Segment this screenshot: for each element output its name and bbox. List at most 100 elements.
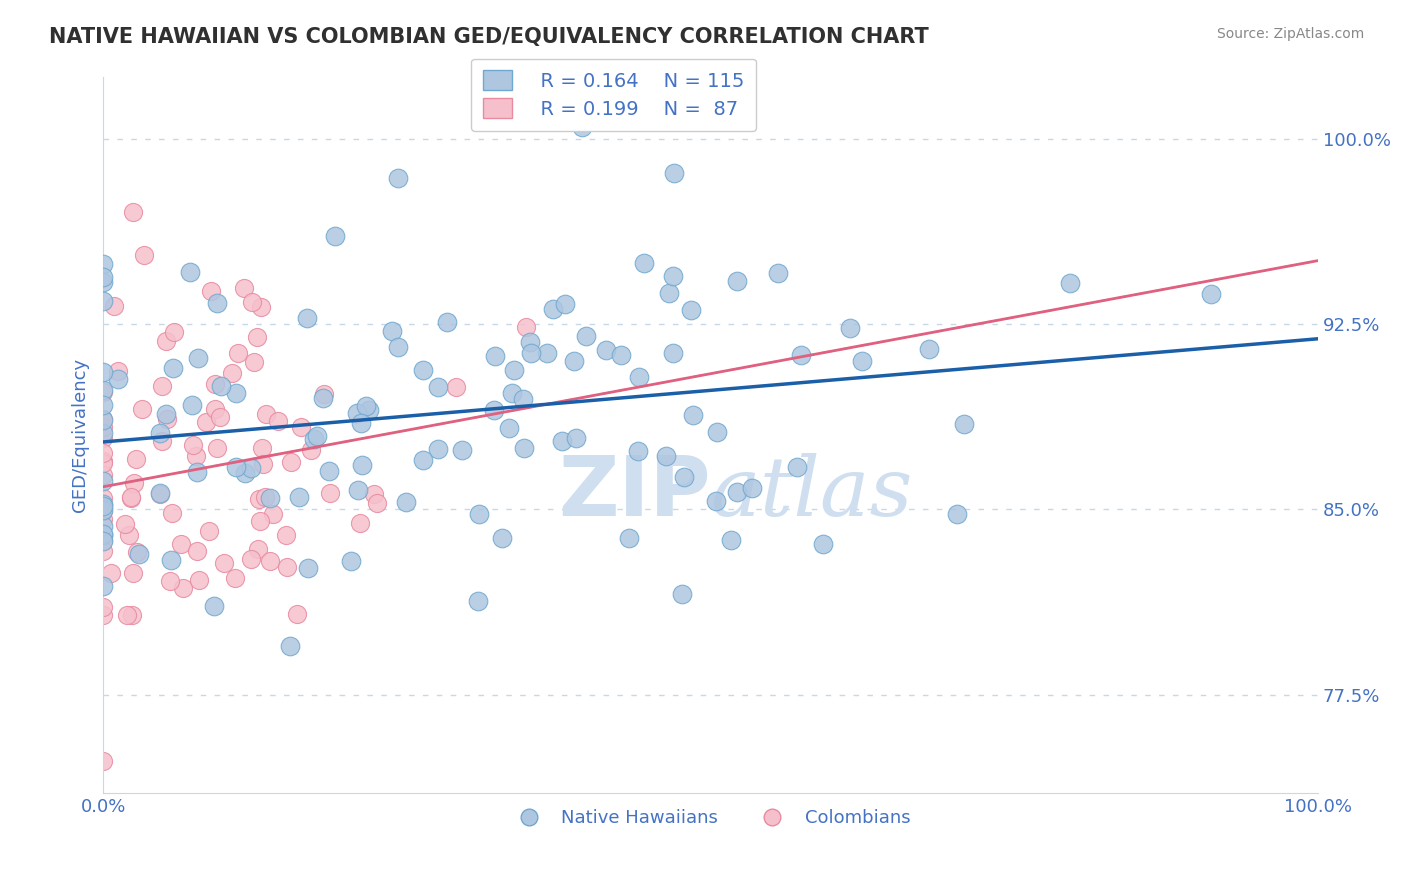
Point xyxy=(91,491,114,505)
Point xyxy=(122,566,145,580)
Point xyxy=(179,265,201,279)
Point xyxy=(246,542,269,557)
Point xyxy=(350,416,373,430)
Point xyxy=(1199,286,1222,301)
Point xyxy=(427,442,450,457)
Point xyxy=(290,419,312,434)
Point xyxy=(172,581,194,595)
Point xyxy=(671,587,693,601)
Point xyxy=(617,531,640,545)
Point xyxy=(91,527,114,541)
Point xyxy=(91,499,114,513)
Point xyxy=(120,491,142,505)
Point xyxy=(346,406,368,420)
Point xyxy=(628,369,651,384)
Point xyxy=(851,354,873,368)
Point xyxy=(387,171,409,186)
Point xyxy=(682,409,704,423)
Point xyxy=(91,468,114,483)
Point xyxy=(679,303,702,318)
Point xyxy=(551,434,574,449)
Point xyxy=(249,514,271,528)
Point xyxy=(187,351,209,365)
Point xyxy=(91,754,114,768)
Point xyxy=(562,354,585,368)
Point xyxy=(633,256,655,270)
Point xyxy=(132,248,155,262)
Point xyxy=(114,517,136,532)
Point xyxy=(314,386,336,401)
Point xyxy=(664,166,686,180)
Point xyxy=(450,442,472,457)
Point xyxy=(91,446,114,460)
Point xyxy=(122,205,145,219)
Point xyxy=(349,516,371,530)
Point xyxy=(280,454,302,468)
Point xyxy=(467,594,489,608)
Point xyxy=(276,528,298,542)
Point xyxy=(150,434,173,449)
Point xyxy=(720,533,742,548)
Point xyxy=(252,441,274,455)
Point xyxy=(149,425,172,440)
Point xyxy=(811,537,834,551)
Point xyxy=(224,571,246,585)
Point xyxy=(412,452,434,467)
Point xyxy=(120,491,142,505)
Text: atlas: atlas xyxy=(710,452,912,533)
Point xyxy=(655,449,678,463)
Point xyxy=(91,419,114,434)
Point xyxy=(156,412,179,426)
Point xyxy=(288,490,311,504)
Point xyxy=(610,348,633,362)
Point xyxy=(91,383,114,397)
Point xyxy=(387,340,409,354)
Point xyxy=(198,524,221,538)
Point xyxy=(363,487,385,501)
Point xyxy=(121,608,143,623)
Point xyxy=(543,301,565,316)
Text: ZIP: ZIP xyxy=(558,452,710,533)
Point xyxy=(515,320,537,334)
Point xyxy=(125,451,148,466)
Point xyxy=(262,507,284,521)
Point xyxy=(149,487,172,501)
Point xyxy=(704,494,727,508)
Point xyxy=(91,398,114,412)
Point xyxy=(195,415,218,429)
Point xyxy=(186,544,208,558)
Point xyxy=(117,607,139,622)
Point xyxy=(242,355,264,369)
Point xyxy=(200,285,222,299)
Point xyxy=(91,384,114,399)
Point xyxy=(427,380,450,394)
Point xyxy=(91,512,114,526)
Point xyxy=(347,483,370,498)
Point xyxy=(786,460,808,475)
Point xyxy=(186,465,208,479)
Point xyxy=(91,456,114,470)
Point xyxy=(226,346,249,360)
Point xyxy=(297,561,319,575)
Point xyxy=(498,421,520,435)
Point xyxy=(246,330,269,344)
Point xyxy=(501,386,523,401)
Point xyxy=(163,325,186,339)
Point xyxy=(91,533,114,547)
Point xyxy=(170,537,193,551)
Point xyxy=(467,508,489,522)
Point xyxy=(366,496,388,510)
Point xyxy=(672,470,695,484)
Point xyxy=(766,266,789,280)
Point xyxy=(233,281,256,295)
Point xyxy=(91,257,114,271)
Point xyxy=(662,269,685,284)
Text: NATIVE HAWAIIAN VS COLOMBIAN GED/EQUIVALENCY CORRELATION CHART: NATIVE HAWAIIAN VS COLOMBIAN GED/EQUIVAL… xyxy=(49,27,929,46)
Point xyxy=(259,491,281,505)
Point xyxy=(278,639,301,653)
Y-axis label: GED/Equivalency: GED/Equivalency xyxy=(72,359,89,513)
Point xyxy=(240,295,263,310)
Point xyxy=(91,600,114,615)
Point xyxy=(295,310,318,325)
Point xyxy=(259,554,281,568)
